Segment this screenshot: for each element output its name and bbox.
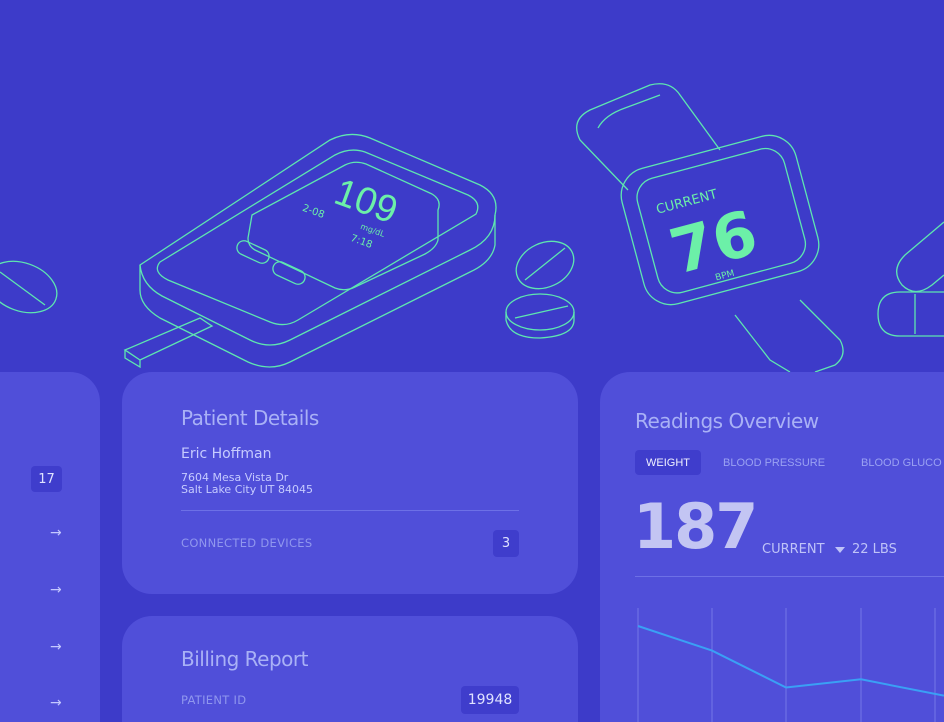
tab-blood-pressure[interactable]: BLOOD PRESSURE [723,456,826,469]
patient-id-value: 19948 [461,686,519,714]
watch-unit: BPM [714,269,735,284]
readings-overview-card [600,372,944,722]
readings-overview-title: Readings Overview [635,409,819,433]
tab-weight[interactable]: WEIGHT [635,450,701,475]
pill-left [0,260,58,314]
capsules-right [877,221,944,337]
billing-report-title: Billing Report [181,647,308,671]
patient-details-card [122,372,578,594]
current-label: CURRENT [762,542,825,557]
pills-middle [505,240,575,339]
sidebar-count-badge: 17 [31,466,62,492]
connected-devices-count: 3 [493,530,519,557]
connected-devices-label: CONNECTED DEVICES [181,536,313,550]
arrow-right-icon[interactable]: → [50,639,62,655]
address-line1: 7604 Mesa Vista Dr [181,471,289,484]
arrow-right-icon[interactable]: → [50,582,62,598]
arrow-right-icon[interactable]: → [50,695,62,711]
current-weight-value: 187 [633,490,758,563]
smartwatch: CURRENT 76 BPM [576,83,844,372]
arrow-right-icon[interactable]: → [50,525,62,541]
sidebar-panel [0,372,100,722]
divider [181,510,519,511]
devices-illustration: 109 2-08 mg/dL 7:18 CURRENT 76 BPM [0,83,944,372]
glucose-meter: 109 2-08 mg/dL 7:18 [123,133,497,369]
tab-blood-glucose[interactable]: BLOOD GLUCO [861,456,942,469]
weight-series-line [637,625,944,697]
patient-id-label: PATIENT ID [181,693,247,707]
address-line2: Salt Lake City UT 84045 [181,483,314,496]
glucose-date: 2-08 [301,203,326,221]
divider [635,576,944,577]
weight-chart [637,608,944,722]
glucose-time: 7:18 [349,233,374,251]
triangle-down-icon [835,547,845,553]
patient-details-title: Patient Details [181,406,319,430]
patient-name: Eric Hoffman [181,446,272,462]
change-value: 22 LBS [852,542,897,557]
